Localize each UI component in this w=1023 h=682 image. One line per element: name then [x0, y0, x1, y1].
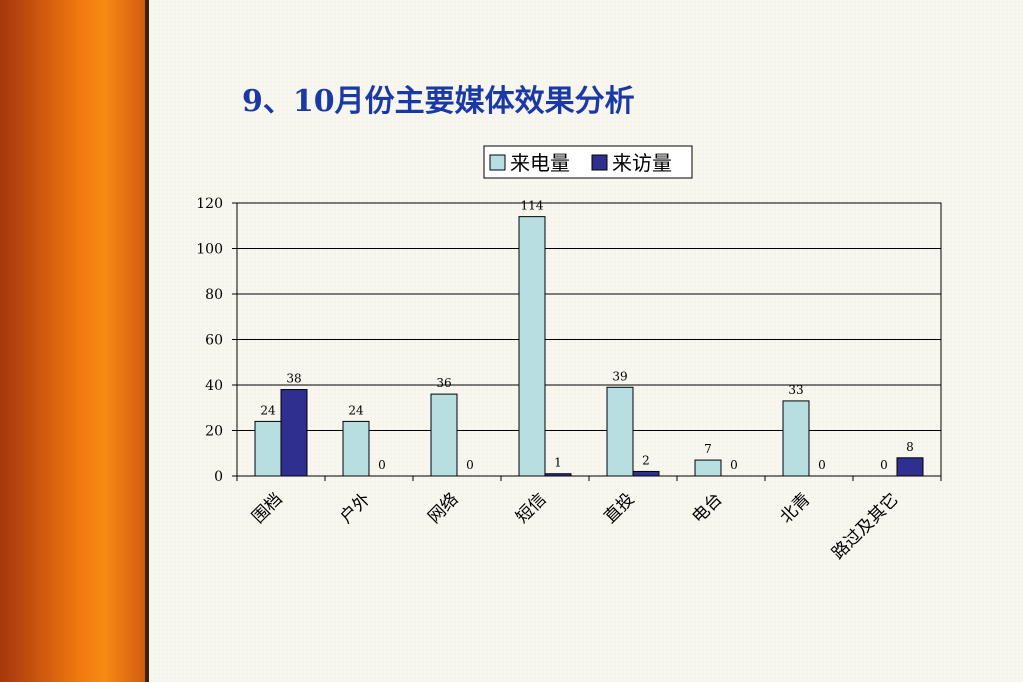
- x-category-label: 路过及其它: [828, 489, 902, 563]
- data-label: 38: [286, 372, 301, 386]
- x-category-label: 围档: [248, 489, 286, 527]
- y-tick-label: 80: [205, 287, 223, 303]
- data-label: 8: [906, 440, 914, 454]
- sidebar-edge-divider: [145, 0, 149, 682]
- bar-visit-7: [896, 457, 924, 477]
- chart-bars: [254, 216, 924, 477]
- bar-call-4: [606, 386, 634, 477]
- bar-call-1: [342, 420, 370, 477]
- data-labels: 24 38 24 0 36 0 114 1 39 2 7 0 33 0 0 8: [260, 199, 913, 472]
- bar-call-5: [694, 459, 722, 477]
- bar-call-3: [518, 216, 546, 477]
- data-label: 0: [378, 458, 386, 472]
- bar-call-2: [430, 393, 458, 477]
- legend-label-call: 来电量: [510, 151, 570, 175]
- data-label: 24: [348, 403, 364, 417]
- chart-gridlines: [237, 202, 941, 431]
- data-label: 0: [730, 458, 738, 472]
- data-label: 7: [704, 442, 712, 456]
- data-label: 0: [818, 458, 826, 472]
- y-tick-label: 60: [205, 333, 223, 349]
- x-category-label: 短信: [512, 489, 550, 527]
- data-label: 114: [521, 199, 544, 213]
- chart-legend: 来电量 来访量: [483, 145, 693, 179]
- y-axis-ticks: 0 20 40 60 80 100 120: [196, 196, 237, 485]
- data-label: 0: [466, 458, 474, 472]
- data-label: 0: [880, 458, 888, 472]
- legend-box: [483, 145, 693, 179]
- data-label: 2: [642, 453, 650, 467]
- data-label: 36: [436, 376, 451, 390]
- data-label: 33: [788, 383, 803, 397]
- y-tick-label: 20: [205, 424, 223, 440]
- x-axis-labels: 围档 户外 网络 短信 直投 电台 北青 路过及其它: [248, 489, 902, 563]
- bar-call-0: [254, 420, 282, 477]
- x-category-label: 北青: [776, 489, 814, 527]
- legend-label-visit: 来访量: [612, 151, 672, 175]
- y-tick-label: 100: [196, 242, 223, 258]
- sidebar-decoration: [0, 0, 145, 682]
- data-label: 1: [554, 456, 562, 470]
- x-category-label: 直投: [600, 489, 638, 527]
- x-category-label: 户外: [336, 489, 374, 527]
- x-category-label: 网络: [424, 489, 462, 527]
- y-tick-label: 120: [196, 196, 223, 212]
- data-label: 39: [612, 369, 627, 383]
- y-tick-label: 40: [205, 378, 223, 394]
- bar-visit-0: [280, 389, 308, 477]
- bar-visit-4: [632, 470, 660, 477]
- slide-content: [149, 0, 1023, 682]
- x-category-label: 电台: [688, 489, 726, 527]
- y-tick-label: 0: [214, 469, 223, 485]
- data-label: 24: [260, 403, 276, 417]
- legend-swatch-call: [489, 154, 506, 171]
- bar-call-6: [782, 400, 810, 477]
- legend-swatch-visit: [591, 154, 608, 171]
- page-title: 9、10月份主要媒体效果分析: [242, 84, 635, 119]
